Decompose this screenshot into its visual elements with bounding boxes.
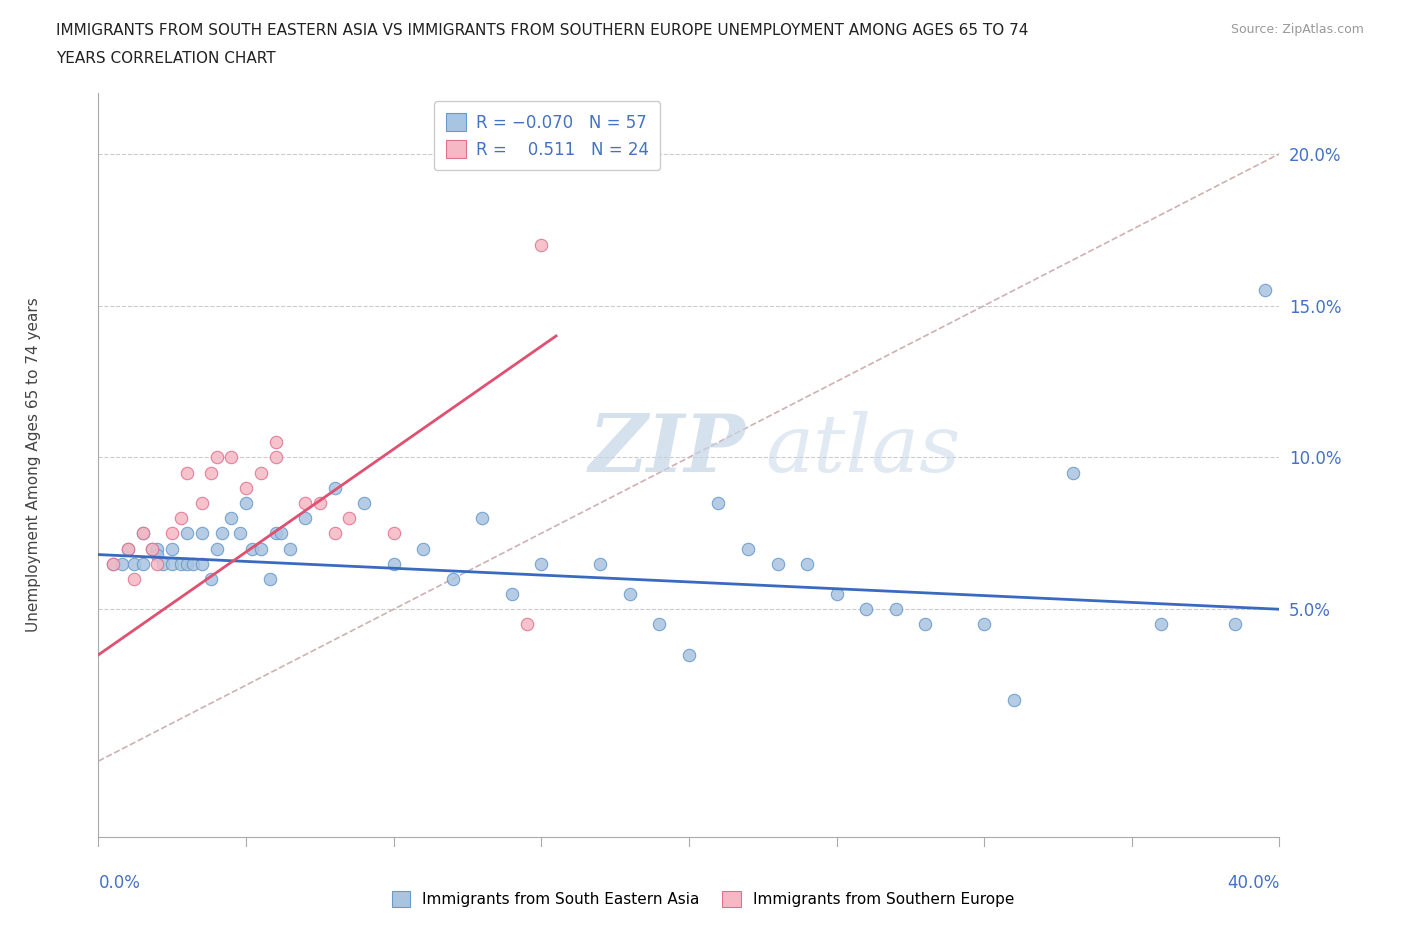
Point [339, 511, 361, 525]
Point [117, 541, 139, 556]
Point [200, 465, 222, 480]
Point [122, 556, 145, 571]
Point [250, 465, 273, 480]
Point [309, 496, 332, 511]
Point [441, 571, 464, 586]
Point [766, 556, 789, 571]
Point [191, 496, 214, 511]
Point [294, 496, 316, 511]
Point [221, 450, 243, 465]
Point [259, 571, 281, 586]
Text: ZIP: ZIP [589, 411, 745, 489]
Text: IMMIGRANTS FROM SOUTH EASTERN ASIA VS IMMIGRANTS FROM SOUTHERN EUROPE UNEMPLOYME: IMMIGRANTS FROM SOUTH EASTERN ASIA VS IM… [56, 23, 1029, 38]
Point [191, 525, 214, 540]
Text: 40.0%: 40.0% [1227, 874, 1279, 892]
Point [132, 525, 155, 540]
Point [170, 556, 193, 571]
Text: 0.0%: 0.0% [98, 874, 141, 892]
Legend: R = −0.070   N = 57, R =    0.511   N = 24: R = −0.070 N = 57, R = 0.511 N = 24 [434, 101, 661, 170]
Point [471, 511, 494, 525]
Point [146, 541, 169, 556]
Point [270, 525, 292, 540]
Point [200, 571, 222, 586]
Point [176, 556, 198, 571]
Point [264, 525, 287, 540]
Text: Unemployment Among Ages 65 to 74 years: Unemployment Among Ages 65 to 74 years [25, 298, 41, 632]
Point [205, 541, 228, 556]
Point [973, 617, 995, 631]
Point [1225, 617, 1247, 631]
Point [132, 525, 155, 540]
Point [855, 602, 877, 617]
Point [235, 496, 257, 511]
Point [530, 237, 553, 252]
Point [162, 556, 183, 571]
Point [250, 541, 273, 556]
Point [170, 511, 193, 525]
Point [501, 587, 523, 602]
Point [707, 496, 730, 511]
Text: atlas: atlas [766, 411, 962, 489]
Point [884, 602, 907, 617]
Point [240, 541, 263, 556]
Point [323, 525, 346, 540]
Point [264, 435, 287, 450]
Point [294, 511, 316, 525]
Point [141, 541, 163, 556]
Point [122, 571, 145, 586]
Point [914, 617, 936, 631]
Point [619, 587, 641, 602]
Point [176, 525, 198, 540]
Point [737, 541, 759, 556]
Legend: Immigrants from South Eastern Asia, Immigrants from Southern Europe: Immigrants from South Eastern Asia, Immi… [385, 884, 1021, 913]
Point [648, 617, 671, 631]
Point [1002, 693, 1025, 708]
Point [211, 525, 233, 540]
Point [280, 541, 302, 556]
Point [221, 511, 243, 525]
Point [205, 450, 228, 465]
Point [235, 480, 257, 495]
Point [323, 480, 346, 495]
Point [530, 556, 553, 571]
Point [264, 450, 287, 465]
Text: Source: ZipAtlas.com: Source: ZipAtlas.com [1230, 23, 1364, 36]
Point [103, 556, 125, 571]
Point [162, 525, 183, 540]
Point [382, 556, 405, 571]
Point [825, 587, 848, 602]
Point [412, 541, 434, 556]
Point [1254, 283, 1277, 298]
Point [1150, 617, 1173, 631]
Point [141, 541, 163, 556]
Point [162, 541, 183, 556]
Point [191, 556, 214, 571]
Point [146, 556, 169, 571]
Point [132, 556, 155, 571]
Point [678, 647, 700, 662]
Point [382, 525, 405, 540]
Text: YEARS CORRELATION CHART: YEARS CORRELATION CHART [56, 51, 276, 66]
Point [103, 556, 125, 571]
Point [111, 556, 134, 571]
Point [117, 541, 139, 556]
Point [516, 617, 538, 631]
Point [796, 556, 818, 571]
Point [146, 547, 169, 562]
Point [181, 556, 204, 571]
Point [176, 465, 198, 480]
Point [229, 525, 252, 540]
Point [589, 556, 612, 571]
Point [353, 496, 375, 511]
Point [1062, 465, 1084, 480]
Point [152, 556, 174, 571]
